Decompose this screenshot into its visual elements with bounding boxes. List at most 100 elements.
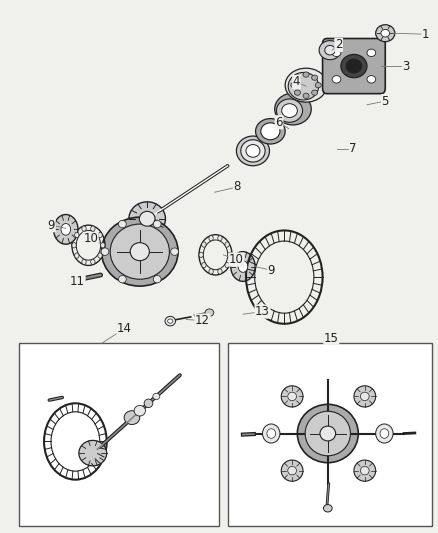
Ellipse shape: [153, 220, 161, 228]
Ellipse shape: [218, 236, 222, 241]
Ellipse shape: [205, 309, 214, 317]
Ellipse shape: [275, 93, 311, 125]
Ellipse shape: [281, 460, 303, 481]
Ellipse shape: [303, 93, 309, 99]
Ellipse shape: [367, 49, 376, 56]
Ellipse shape: [101, 243, 105, 248]
Ellipse shape: [381, 29, 390, 37]
Text: 9: 9: [268, 264, 275, 277]
Ellipse shape: [153, 276, 161, 283]
Ellipse shape: [380, 429, 389, 438]
Ellipse shape: [267, 429, 276, 438]
Ellipse shape: [341, 54, 367, 78]
Ellipse shape: [315, 83, 321, 88]
Ellipse shape: [124, 411, 140, 424]
Ellipse shape: [199, 252, 203, 257]
Ellipse shape: [209, 269, 213, 274]
Ellipse shape: [168, 319, 173, 323]
Ellipse shape: [139, 212, 155, 226]
Ellipse shape: [74, 232, 79, 238]
Ellipse shape: [238, 261, 248, 272]
Ellipse shape: [285, 68, 327, 102]
Ellipse shape: [82, 259, 86, 264]
Bar: [19, 343, 219, 526]
Ellipse shape: [102, 217, 178, 286]
Ellipse shape: [282, 104, 297, 117]
Text: 13: 13: [255, 305, 270, 318]
FancyBboxPatch shape: [322, 38, 385, 94]
Ellipse shape: [91, 259, 95, 264]
Text: 6: 6: [276, 116, 283, 129]
Ellipse shape: [346, 59, 362, 73]
Ellipse shape: [241, 140, 265, 162]
Ellipse shape: [72, 243, 76, 248]
Text: 3: 3: [403, 60, 410, 72]
Text: 11: 11: [70, 275, 85, 288]
Ellipse shape: [237, 136, 269, 166]
Ellipse shape: [209, 236, 213, 241]
Text: 4: 4: [293, 76, 300, 88]
Text: 9: 9: [48, 219, 55, 232]
Ellipse shape: [130, 243, 149, 261]
Ellipse shape: [354, 386, 376, 407]
Ellipse shape: [323, 505, 332, 512]
Ellipse shape: [225, 242, 230, 247]
Ellipse shape: [202, 262, 206, 268]
Ellipse shape: [376, 424, 393, 443]
Ellipse shape: [228, 252, 232, 257]
Ellipse shape: [281, 386, 303, 407]
Ellipse shape: [297, 405, 358, 463]
Ellipse shape: [218, 269, 222, 274]
Ellipse shape: [288, 466, 297, 475]
Ellipse shape: [294, 75, 300, 80]
Ellipse shape: [261, 123, 280, 140]
Ellipse shape: [110, 224, 170, 279]
Ellipse shape: [91, 226, 95, 231]
Ellipse shape: [144, 399, 153, 408]
Ellipse shape: [360, 392, 369, 401]
Ellipse shape: [246, 144, 260, 157]
Text: 5: 5: [381, 94, 389, 108]
Ellipse shape: [118, 220, 126, 228]
Text: 14: 14: [117, 322, 132, 335]
Ellipse shape: [171, 248, 179, 255]
Ellipse shape: [311, 75, 318, 80]
Ellipse shape: [129, 202, 166, 236]
Ellipse shape: [202, 242, 206, 247]
Ellipse shape: [367, 76, 376, 83]
Ellipse shape: [354, 460, 376, 481]
Ellipse shape: [276, 99, 303, 122]
Ellipse shape: [332, 49, 341, 56]
Text: 1: 1: [422, 28, 430, 41]
Ellipse shape: [225, 262, 230, 268]
Text: 7: 7: [349, 142, 357, 155]
Ellipse shape: [320, 426, 336, 441]
Ellipse shape: [294, 90, 300, 95]
Ellipse shape: [53, 215, 78, 244]
Ellipse shape: [262, 424, 280, 443]
Ellipse shape: [303, 72, 309, 77]
Ellipse shape: [134, 406, 145, 416]
Ellipse shape: [360, 466, 369, 475]
Text: 2: 2: [335, 38, 343, 51]
Ellipse shape: [98, 232, 102, 238]
Ellipse shape: [79, 440, 107, 466]
Bar: [228, 343, 432, 526]
Ellipse shape: [325, 45, 335, 55]
Ellipse shape: [74, 253, 79, 258]
Text: 15: 15: [324, 332, 339, 344]
Ellipse shape: [101, 248, 109, 255]
Ellipse shape: [255, 118, 285, 144]
Ellipse shape: [61, 223, 71, 235]
Ellipse shape: [118, 276, 126, 283]
Text: 10: 10: [229, 253, 244, 266]
Text: 8: 8: [233, 181, 241, 193]
Ellipse shape: [153, 393, 160, 400]
Ellipse shape: [291, 83, 297, 88]
Ellipse shape: [311, 90, 318, 95]
Ellipse shape: [82, 226, 86, 231]
Ellipse shape: [332, 76, 341, 83]
Text: 12: 12: [195, 314, 210, 327]
Ellipse shape: [165, 317, 176, 326]
Ellipse shape: [319, 41, 341, 60]
